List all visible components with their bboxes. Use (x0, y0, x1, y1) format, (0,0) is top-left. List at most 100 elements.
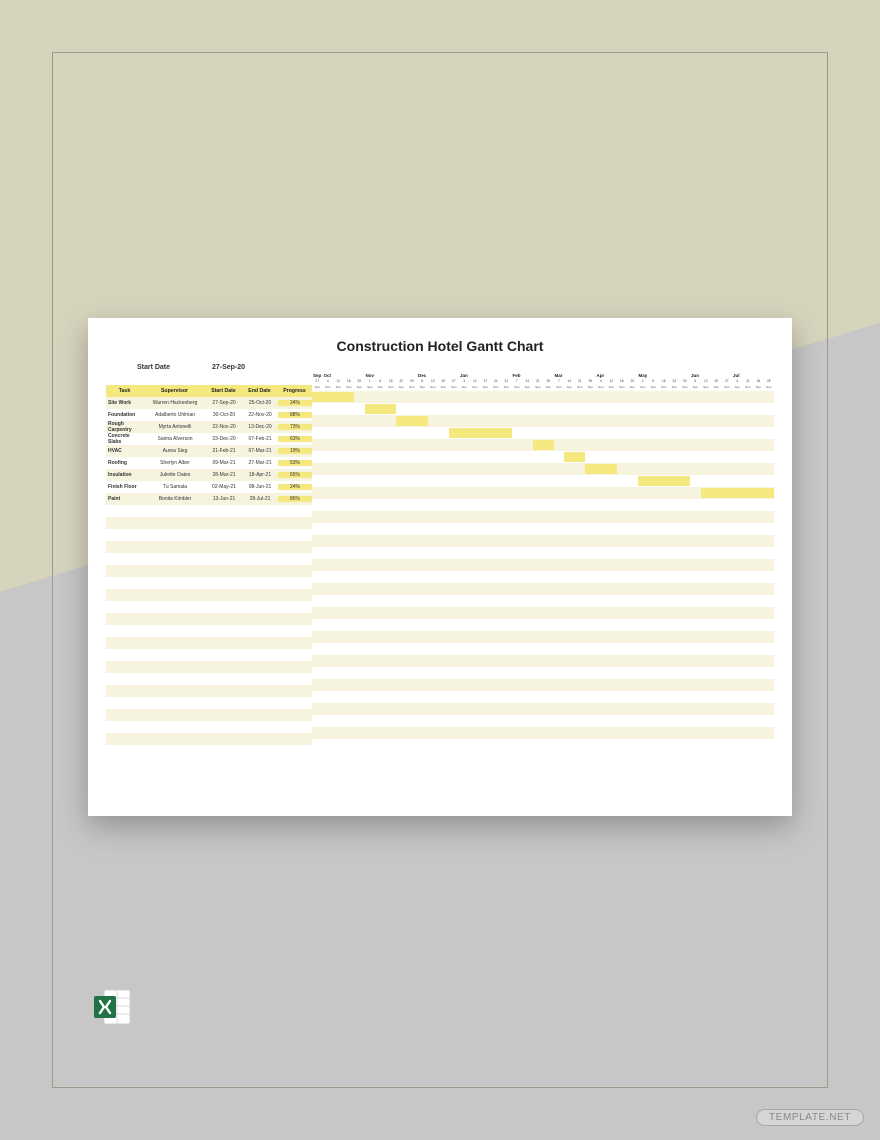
document-sheet: Construction Hotel Gantt Chart Start Dat… (88, 318, 792, 816)
timeline-row (312, 511, 774, 523)
table-row (106, 553, 312, 565)
table-row (106, 625, 312, 637)
cell-sd: 23-Dec-20 (206, 436, 242, 442)
cell-task: Finish Floor (106, 484, 144, 490)
gantt-bar (449, 428, 512, 438)
table-row: PaintBonita Kimbler13-Jun-2128-Jul-2186% (106, 493, 312, 505)
gantt-bar (312, 392, 354, 402)
timeline-row (312, 703, 774, 715)
gantt-bar (564, 452, 585, 462)
cell-pg: 24% (278, 400, 312, 406)
cell-pg: 19% (278, 448, 312, 454)
table-row (106, 685, 312, 697)
timeline-row (312, 427, 774, 439)
meta-label: Start Date (106, 364, 201, 371)
excel-icon (90, 984, 136, 1030)
cell-task: Paint (106, 496, 144, 502)
gantt-bar (638, 476, 691, 486)
cell-ed: 13-Dec-20 (242, 424, 278, 430)
cell-ed: 07-Feb-21 (242, 436, 278, 442)
timeline-row (312, 499, 774, 511)
gantt-bar (533, 440, 554, 450)
table-row: HVACAurea Sieg21-Feb-2107-Mar-2119% (106, 445, 312, 457)
table-row (106, 709, 312, 721)
cell-sd: 22-Nov-20 (206, 424, 242, 430)
cell-task: Concrete Slabs (106, 433, 144, 445)
cell-pg: 86% (278, 496, 312, 502)
meta-value: 27-Sep-20 (201, 364, 256, 371)
gantt-bar (365, 404, 397, 414)
timeline-row (312, 571, 774, 583)
cell-task: HVAC (106, 448, 144, 454)
timeline-row (312, 487, 774, 499)
cell-sup: Sarina Alverson (144, 436, 206, 442)
timeline-row (312, 535, 774, 547)
cell-ed: 08-Jun-21 (242, 484, 278, 490)
page-background: Construction Hotel Gantt Chart Start Dat… (0, 0, 880, 1140)
timeline-row (312, 439, 774, 451)
cell-sd: 27-Sep-20 (206, 400, 242, 406)
gantt-bar (396, 416, 428, 426)
timeline-body (312, 391, 774, 739)
table-row (106, 637, 312, 649)
cell-sd: 28-Mar-21 (206, 472, 242, 478)
cell-sup: Myrta Antonelli (144, 424, 206, 430)
cell-sd: 30-Oct-20 (206, 412, 242, 418)
timeline-row (312, 583, 774, 595)
cell-sup: Adalberto Uhlman (144, 412, 206, 418)
table-row (106, 541, 312, 553)
table-row (106, 613, 312, 625)
cell-ed: 07-Mar-21 (242, 448, 278, 454)
col-task: Task (106, 388, 144, 394)
timeline-row (312, 415, 774, 427)
table-body: Site WorkWarren Hackenberg27-Sep-2025-Oc… (106, 397, 312, 745)
cell-sd: 09-Mar-21 (206, 460, 242, 466)
table-row (106, 565, 312, 577)
table-row (106, 649, 312, 661)
timeline-row (312, 655, 774, 667)
gantt-bar (701, 488, 775, 498)
timeline-row (312, 547, 774, 559)
col-end: End Date (242, 388, 278, 394)
table-row: InsulationJuliette Oates28-Mar-2118-Apr-… (106, 469, 312, 481)
table-row (106, 577, 312, 589)
cell-ed: 18-Apr-21 (242, 472, 278, 478)
table-row: RoofingSherlyn Alber09-Mar-2127-Mar-2153… (106, 457, 312, 469)
table-row (106, 721, 312, 733)
timeline-row (312, 391, 774, 403)
timeline-row (312, 559, 774, 571)
timeline-row (312, 463, 774, 475)
cell-sd: 02-May-21 (206, 484, 242, 490)
table-row: Finish FloorTu Samala02-May-2108-Jun-212… (106, 481, 312, 493)
timeline-row (312, 595, 774, 607)
col-progress: Progress (278, 388, 312, 394)
timeline-row (312, 679, 774, 691)
table-row (106, 529, 312, 541)
gantt-container: Task Supervisor Start Date End Date Prog… (106, 373, 774, 745)
table-row (106, 589, 312, 601)
table-row: FoundationAdalberto Uhlman30-Oct-2022-No… (106, 409, 312, 421)
gantt-bar (585, 464, 617, 474)
cell-sup: Juliette Oates (144, 472, 206, 478)
cell-pg: 65% (278, 472, 312, 478)
timeline-row (312, 403, 774, 415)
table-row (106, 673, 312, 685)
timeline-row (312, 607, 774, 619)
cell-sup: Bonita Kimbler (144, 496, 206, 502)
cell-pg: 63% (278, 436, 312, 442)
cell-ed: 22-Nov-20 (242, 412, 278, 418)
timeline-row (312, 691, 774, 703)
cell-pg: 73% (278, 424, 312, 430)
col-supervisor: Supervisor (144, 388, 206, 394)
cell-ed: 27-Mar-21 (242, 460, 278, 466)
cell-pg: 24% (278, 484, 312, 490)
timeline-row (312, 631, 774, 643)
cell-task: Rough Carpentry (106, 421, 144, 433)
table-row: Site WorkWarren Hackenberg27-Sep-2025-Oc… (106, 397, 312, 409)
chart-title: Construction Hotel Gantt Chart (106, 338, 774, 354)
watermark-badge: TEMPLATE.NET (756, 1109, 864, 1126)
cell-ed: 25-Oct-20 (242, 400, 278, 406)
timeline-row (312, 451, 774, 463)
timeline-row (312, 643, 774, 655)
cell-ed: 28-Jul-21 (242, 496, 278, 502)
